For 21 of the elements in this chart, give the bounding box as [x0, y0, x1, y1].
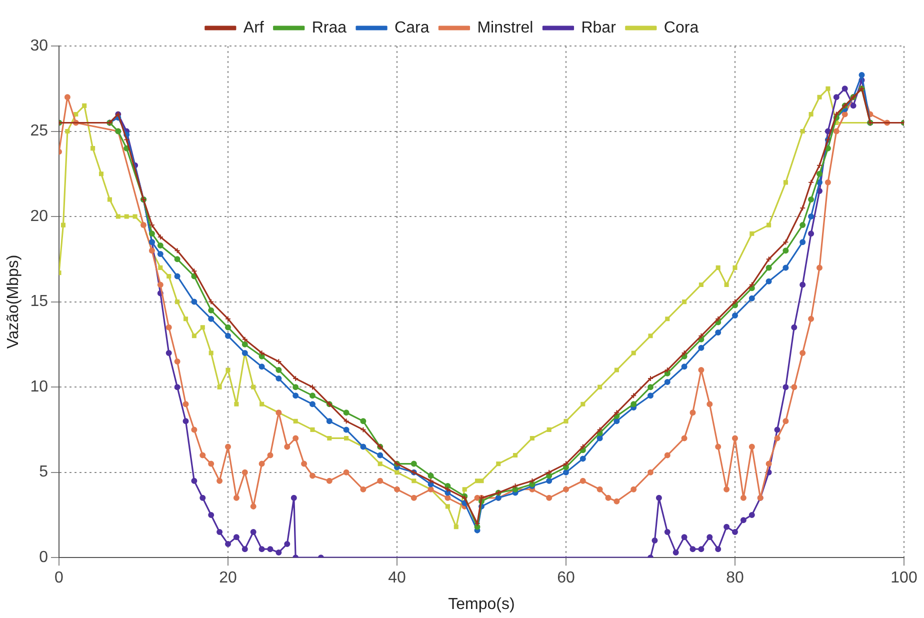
legend-label: Cora: [664, 19, 699, 36]
y-tick-label: 20: [30, 208, 48, 225]
legend-label: Rraa: [312, 19, 347, 36]
x-tick-label: 20: [219, 570, 237, 587]
x-tick-label: 40: [388, 570, 406, 587]
legend-label: Rbar: [581, 19, 617, 36]
y-tick-label: 0: [39, 549, 48, 566]
legend-label: Arf: [243, 19, 264, 36]
y-tick-label: 30: [30, 37, 48, 54]
y-tick-label: 5: [39, 464, 48, 481]
x-tick-label: 0: [54, 570, 64, 587]
y-axis-title: Vazão(Mbps): [5, 254, 22, 349]
x-tick-label: 60: [557, 570, 575, 587]
x-axis-title: Tempo(s): [448, 596, 515, 613]
y-tick-label: 25: [30, 122, 48, 140]
y-tick-label: 15: [30, 293, 48, 310]
y-tick-label: 10: [30, 378, 48, 396]
x-tick-label: 80: [726, 570, 744, 587]
legend-label: Minstrel: [477, 19, 534, 36]
x-tick-label: 100: [890, 570, 918, 587]
legend-label: Cara: [394, 19, 430, 36]
